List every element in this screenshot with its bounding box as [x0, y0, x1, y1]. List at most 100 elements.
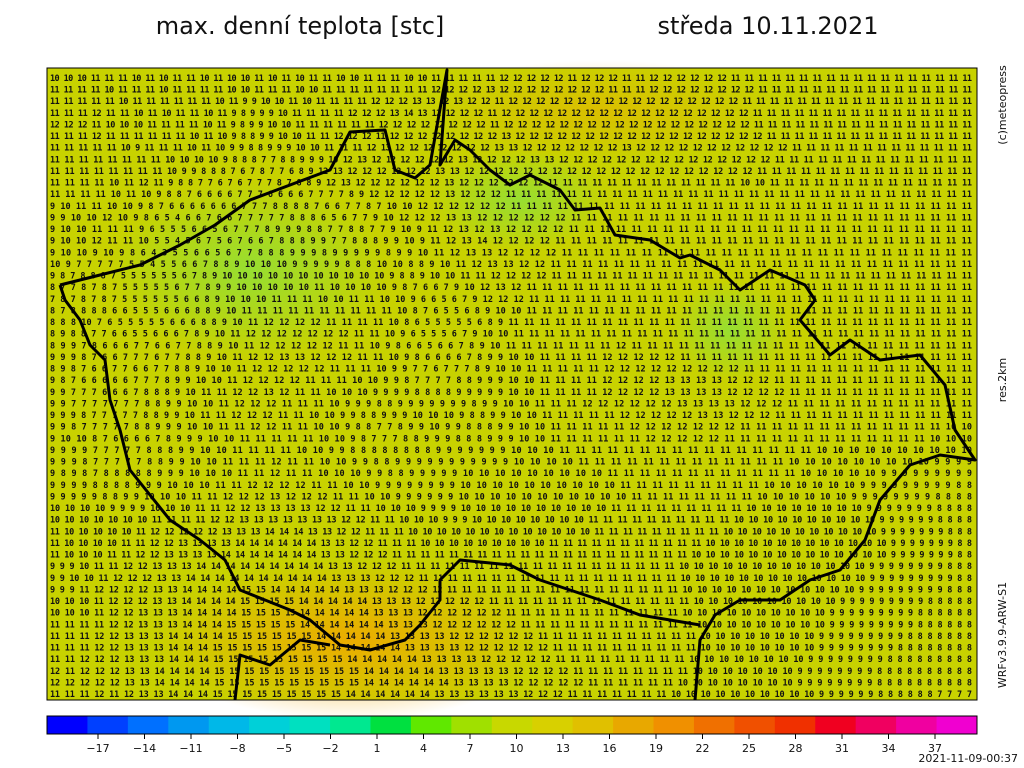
colorbar-label: −5: [276, 742, 292, 755]
colorbar-swatch: [815, 716, 857, 734]
grid-row: 9 9 9 11 12 12 12 12 13 13 14 14 14 14 1…: [50, 585, 972, 595]
colorbar-label: −8: [229, 742, 245, 755]
grid-row: 9 10 10 9 10 9 8 6 4 3 5 5 6 6 5 6 7 7 8…: [50, 248, 972, 258]
grid-row: 10 10 10 11 12 12 13 13 13 14 14 14 14 1…: [50, 609, 972, 619]
grid-row: 9 8 9 8 7 8 8 8 8 8 9 9 9 10 10 10 11 11…: [50, 469, 972, 479]
cool-area: [110, 180, 390, 360]
map-frame: [46, 67, 978, 701]
grid-row: 8 9 8 8 7 7 6 6 5 5 6 6 6 7 8 9 10 11 12…: [50, 330, 972, 340]
colorbar-swatch: [774, 716, 816, 734]
border-line: [58, 284, 701, 652]
grid-row: 11 10 10 10 10 10 11 12 12 12 12 12 13 1…: [50, 527, 972, 537]
cool-area: [670, 280, 790, 380]
colorbar-label: 4: [420, 742, 427, 755]
grid-row: 11 11 11 12 11 12 13 13 14 14 14 15 15 1…: [50, 690, 972, 700]
grid-row: 11 10 10 10 11 11 12 12 13 13 13 13 14 1…: [50, 551, 972, 561]
border-line: [233, 638, 331, 701]
colorbar-label: 31: [835, 742, 849, 755]
grid-row: 12 12 12 11 10 10 10 11 11 11 11 10 11 9…: [50, 120, 972, 130]
grid-row: 11 11 11 11 12 12 13 13 13 14 14 14 15 1…: [50, 620, 972, 630]
cool-area: [430, 150, 610, 250]
grid-row: 9 10 10 8 7 6 6 6 6 7 8 9 9 9 10 10 11 1…: [50, 434, 972, 444]
grid-row: 12 11 12 12 12 13 13 14 14 14 14 15 15 1…: [50, 667, 972, 677]
grid-row: 10 10 10 11 12 12 12 13 13 14 14 14 14 1…: [50, 597, 972, 607]
grid-row: 9 8 7 8 8 8 7 5 5 5 5 5 5 6 7 8 9 10 10 …: [50, 272, 972, 282]
grid-row: 11 11 11 11 10 11 11 11 10 11 11 11 11 1…: [50, 86, 972, 96]
map: 10 10 10 11 11 11 10 11 10 11 11 10 11 1…: [46, 60, 978, 720]
warm-area: [150, 560, 550, 720]
grid-row: 11 11 11 11 11 10 11 11 11 11 11 11 10 1…: [50, 97, 972, 107]
grid-row: 8 9 9 7 8 6 6 6 7 7 6 6 7 7 8 8 9 10 11 …: [50, 341, 972, 351]
colorbar-swatch: [168, 716, 210, 734]
grid-row: 9 9 7 7 7 6 6 6 7 8 8 8 9 10 11 11 12 12…: [50, 388, 972, 398]
colorbar-swatch: [936, 716, 978, 734]
colorbar-label: 1: [374, 742, 381, 755]
grid-row: 9 9 9 8 7 7 7 7 7 8 8 9 9 10 10 11 11 11…: [50, 458, 972, 468]
timestamp: 2021-11-09-00:37: [918, 752, 1018, 765]
colorbar-swatch: [693, 716, 735, 734]
colorbar-swatch: [451, 716, 493, 734]
date: středa 10.11.2021: [657, 12, 878, 40]
colorbar-swatch: [896, 716, 938, 734]
grid-row: 11 11 11 12 11 11 11 11 11 11 10 11 10 9…: [50, 132, 972, 142]
colorbar-swatch: [613, 716, 655, 734]
grid-row: 10 9 7 7 7 7 7 5 5 4 5 5 6 6 7 8 8 9 10 …: [50, 260, 972, 270]
colorbar-swatch: [855, 716, 897, 734]
colorbar-swatch: [734, 716, 776, 734]
colorbar-label: 22: [696, 742, 710, 755]
colorbar-swatch: [653, 716, 695, 734]
grid-row: 10 10 10 10 10 10 10 11 11 11 11 12 12 1…: [50, 516, 972, 526]
colorbar-swatch: [47, 716, 88, 734]
resolution: res.2km: [996, 358, 1009, 402]
colorbar-label: 7: [467, 742, 474, 755]
border: [58, 68, 977, 701]
grid-row: 11 11 12 12 12 13 13 13 14 14 14 15 15 1…: [50, 655, 972, 665]
grid-row: 9 10 11 11 10 10 9 8 7 6 6 6 6 6 6 6 7 7…: [50, 202, 972, 212]
colorbar-label: 25: [742, 742, 756, 755]
grid-row: 8 8 8 10 7 6 5 5 5 5 5 6 6 6 8 8 9 10 11…: [50, 318, 972, 328]
colorbar-swatch: [208, 716, 250, 734]
colorbar-swatch: [572, 716, 614, 734]
grid-row: 9 10 10 12 11 11 10 5 5 4 5 6 7 5 6 7 6 …: [50, 237, 972, 247]
grid-row: 9 9 10 10 11 12 12 12 13 13 14 14 14 14 …: [50, 574, 972, 584]
grid-row: 7 8 7 8 7 8 7 5 5 5 5 5 5 6 6 8 9 10 10 …: [50, 295, 972, 305]
warm-area: [420, 60, 780, 160]
border-line: [59, 68, 977, 701]
grid-row: 9 9 8 7 7 7 7 7 8 8 9 9 9 10 10 11 11 12…: [50, 423, 972, 433]
grid-row: 9 9 9 9 7 7 7 7 7 8 8 8 9 9 10 10 11 11 …: [50, 446, 972, 456]
colorbar-label: 28: [789, 742, 803, 755]
grid-row: 9 9 9 9 9 8 8 9 9 10 10 10 11 11 12 12 1…: [50, 492, 972, 502]
grid-row: 11 11 11 11 11 10 9 11 11 11 10 11 10 9 …: [50, 144, 972, 154]
colorbar-swatch: [370, 716, 412, 734]
grid-row: 12 12 12 12 12 13 13 14 14 14 14 15 15 1…: [50, 678, 972, 688]
colorbar-swatch: [289, 716, 331, 734]
colorbar-swatch: [249, 716, 291, 734]
colorbar-label: 34: [882, 742, 896, 755]
colorbar-label: 13: [556, 742, 570, 755]
grid-row: 8 7 8 8 8 8 6 6 5 5 5 6 6 6 8 8 9 10 11 …: [50, 306, 972, 316]
colorbar-label: −11: [179, 742, 202, 755]
colorbar-swatch: [491, 716, 533, 734]
grid-row: 10 10 10 11 11 11 10 11 10 11 11 10 11 1…: [50, 74, 972, 84]
copyright: (c)meteopress: [996, 65, 1009, 145]
colorbar-label: 16: [603, 742, 617, 755]
colorbar: −17 −14 −11 −8 −5 −2 1 4 7 10 13 16 19 22 25 28 31 34 37: [46, 715, 978, 755]
title: max. denní teplota [stc]: [156, 12, 445, 40]
grid-row: 9 8 7 6 6 6 6 6 7 7 7 8 9 9 10 10 11 12 …: [50, 376, 972, 386]
colorbar-label: −2: [322, 742, 338, 755]
colorbar-label: 10: [510, 742, 524, 755]
grid-row: 9 9 9 8 7 6 6 7 7 7 6 7 7 8 8 9 10 11 12…: [50, 353, 972, 363]
colorbar-swatch: [532, 716, 574, 734]
grid-row: 8 9 8 7 6 6 7 7 6 6 7 7 8 8 9 10 10 11 1…: [50, 365, 972, 375]
grid-row: 9 9 9 9 8 8 8 8 9 9 9 10 10 10 11 11 12 …: [50, 481, 972, 491]
colorbar-swatch: [330, 716, 371, 734]
colorbar-label: 37: [928, 742, 942, 755]
grid-row: 11 10 10 10 10 11 11 12 12 13 13 13 13 1…: [50, 539, 972, 549]
grid-row: 10 10 10 10 9 9 9 9 10 10 10 11 11 12 12…: [50, 504, 972, 514]
grid-row: 11 11 11 11 10 11 10 9 8 8 7 6 6 6 6 7 7…: [50, 190, 972, 200]
grid-row: 11 11 11 12 12 13 13 13 14 14 14 15 15 1…: [50, 644, 972, 654]
grid-row: 11 11 11 12 12 13 13 13 14 14 14 14 15 1…: [50, 632, 972, 642]
model: WRFv3.9.9-ARW-S1: [996, 582, 1009, 688]
grid-row: 11 11 11 11 11 11 11 11 10 10 10 10 9 8 …: [50, 155, 972, 165]
